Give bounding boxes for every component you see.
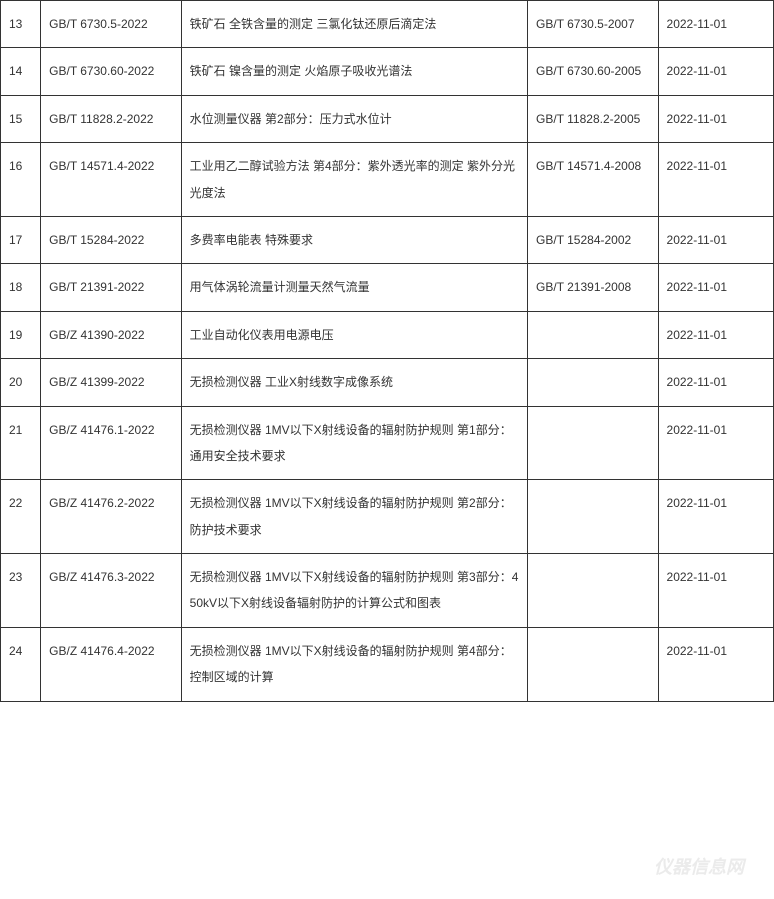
- cell-number: 23: [1, 554, 41, 628]
- cell-description: 铁矿石 全铁含量的测定 三氯化钛还原后滴定法: [181, 1, 527, 48]
- cell-replaced-standard: [528, 554, 659, 628]
- table-row: 22GB/Z 41476.2-2022无损检测仪器 1MV以下X射线设备的辐射防…: [1, 480, 774, 554]
- cell-effective-date: 2022-11-01: [658, 48, 773, 95]
- cell-effective-date: 2022-11-01: [658, 480, 773, 554]
- cell-effective-date: 2022-11-01: [658, 406, 773, 480]
- cell-replaced-standard: GB/T 14571.4-2008: [528, 143, 659, 217]
- table-row: 19GB/Z 41390-2022工业自动化仪表用电源电压 2022-11-01: [1, 311, 774, 358]
- cell-replaced-standard: [528, 359, 659, 406]
- cell-description: 铁矿石 镍含量的测定 火焰原子吸收光谱法: [181, 48, 527, 95]
- cell-effective-date: 2022-11-01: [658, 95, 773, 142]
- cell-number: 14: [1, 48, 41, 95]
- cell-number: 19: [1, 311, 41, 358]
- cell-description: 用气体涡轮流量计测量天然气流量: [181, 264, 527, 311]
- watermark: 仪器信息网: [654, 853, 744, 879]
- table-row: 24GB/Z 41476.4-2022无损检测仪器 1MV以下X射线设备的辐射防…: [1, 627, 774, 701]
- cell-effective-date: 2022-11-01: [658, 1, 773, 48]
- table-row: 16GB/T 14571.4-2022工业用乙二醇试验方法 第4部分：紫外透光率…: [1, 143, 774, 217]
- cell-replaced-standard: [528, 311, 659, 358]
- cell-number: 16: [1, 143, 41, 217]
- cell-replaced-standard: [528, 627, 659, 701]
- cell-standard-code: GB/T 6730.5-2022: [41, 1, 182, 48]
- table-row: 15GB/T 11828.2-2022水位测量仪器 第2部分：压力式水位计GB/…: [1, 95, 774, 142]
- cell-effective-date: 2022-11-01: [658, 627, 773, 701]
- cell-effective-date: 2022-11-01: [658, 359, 773, 406]
- cell-description: 工业用乙二醇试验方法 第4部分：紫外透光率的测定 紫外分光光度法: [181, 143, 527, 217]
- cell-standard-code: GB/Z 41390-2022: [41, 311, 182, 358]
- table-body: 13GB/T 6730.5-2022铁矿石 全铁含量的测定 三氯化钛还原后滴定法…: [1, 1, 774, 702]
- cell-standard-code: GB/T 11828.2-2022: [41, 95, 182, 142]
- table-row: 18GB/T 21391-2022用气体涡轮流量计测量天然气流量GB/T 213…: [1, 264, 774, 311]
- cell-replaced-standard: GB/T 21391-2008: [528, 264, 659, 311]
- cell-standard-code: GB/T 6730.60-2022: [41, 48, 182, 95]
- cell-effective-date: 2022-11-01: [658, 143, 773, 217]
- cell-number: 22: [1, 480, 41, 554]
- cell-description: 工业自动化仪表用电源电压: [181, 311, 527, 358]
- cell-number: 24: [1, 627, 41, 701]
- table-row: 13GB/T 6730.5-2022铁矿石 全铁含量的测定 三氯化钛还原后滴定法…: [1, 1, 774, 48]
- cell-standard-code: GB/Z 41399-2022: [41, 359, 182, 406]
- cell-replaced-standard: GB/T 11828.2-2005: [528, 95, 659, 142]
- cell-number: 21: [1, 406, 41, 480]
- cell-effective-date: 2022-11-01: [658, 264, 773, 311]
- cell-description: 无损检测仪器 1MV以下X射线设备的辐射防护规则 第1部分：通用安全技术要求: [181, 406, 527, 480]
- cell-replaced-standard: [528, 480, 659, 554]
- cell-number: 20: [1, 359, 41, 406]
- table-row: 17GB/T 15284-2022多费率电能表 特殊要求GB/T 15284-2…: [1, 216, 774, 263]
- cell-description: 多费率电能表 特殊要求: [181, 216, 527, 263]
- cell-standard-code: GB/T 15284-2022: [41, 216, 182, 263]
- cell-replaced-standard: [528, 406, 659, 480]
- cell-number: 15: [1, 95, 41, 142]
- cell-description: 水位测量仪器 第2部分：压力式水位计: [181, 95, 527, 142]
- cell-description: 无损检测仪器 1MV以下X射线设备的辐射防护规则 第4部分：控制区域的计算: [181, 627, 527, 701]
- cell-replaced-standard: GB/T 6730.5-2007: [528, 1, 659, 48]
- cell-replaced-standard: GB/T 15284-2002: [528, 216, 659, 263]
- cell-description: 无损检测仪器 1MV以下X射线设备的辐射防护规则 第2部分：防护技术要求: [181, 480, 527, 554]
- cell-replaced-standard: GB/T 6730.60-2005: [528, 48, 659, 95]
- cell-standard-code: GB/Z 41476.3-2022: [41, 554, 182, 628]
- cell-number: 18: [1, 264, 41, 311]
- cell-standard-code: GB/T 21391-2022: [41, 264, 182, 311]
- table-row: 14GB/T 6730.60-2022铁矿石 镍含量的测定 火焰原子吸收光谱法G…: [1, 48, 774, 95]
- cell-number: 17: [1, 216, 41, 263]
- cell-effective-date: 2022-11-01: [658, 311, 773, 358]
- cell-standard-code: GB/T 14571.4-2022: [41, 143, 182, 217]
- table-row: 20GB/Z 41399-2022无损检测仪器 工业X射线数字成像系统 2022-…: [1, 359, 774, 406]
- cell-number: 13: [1, 1, 41, 48]
- cell-effective-date: 2022-11-01: [658, 216, 773, 263]
- table-row: 23GB/Z 41476.3-2022无损检测仪器 1MV以下X射线设备的辐射防…: [1, 554, 774, 628]
- standards-table: 13GB/T 6730.5-2022铁矿石 全铁含量的测定 三氯化钛还原后滴定法…: [0, 0, 774, 702]
- cell-standard-code: GB/Z 41476.2-2022: [41, 480, 182, 554]
- cell-description: 无损检测仪器 工业X射线数字成像系统: [181, 359, 527, 406]
- cell-description: 无损检测仪器 1MV以下X射线设备的辐射防护规则 第3部分：450kV以下X射线…: [181, 554, 527, 628]
- table-row: 21GB/Z 41476.1-2022无损检测仪器 1MV以下X射线设备的辐射防…: [1, 406, 774, 480]
- cell-standard-code: GB/Z 41476.4-2022: [41, 627, 182, 701]
- cell-standard-code: GB/Z 41476.1-2022: [41, 406, 182, 480]
- cell-effective-date: 2022-11-01: [658, 554, 773, 628]
